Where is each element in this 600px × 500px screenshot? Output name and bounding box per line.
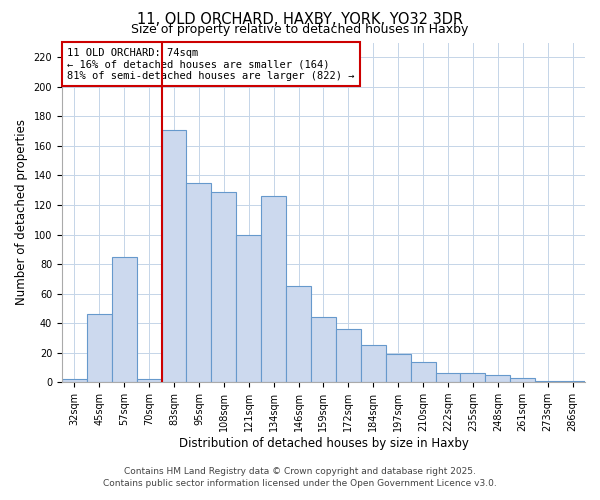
- Bar: [87, 314, 112, 382]
- Bar: [410, 362, 436, 382]
- Bar: [261, 196, 286, 382]
- Bar: [211, 192, 236, 382]
- Text: Contains HM Land Registry data © Crown copyright and database right 2025.: Contains HM Land Registry data © Crown c…: [124, 467, 476, 476]
- Y-axis label: Number of detached properties: Number of detached properties: [15, 120, 28, 306]
- Bar: [62, 380, 87, 382]
- Bar: [336, 329, 361, 382]
- Bar: [187, 183, 211, 382]
- Text: 11 OLD ORCHARD: 74sqm
← 16% of detached houses are smaller (164)
81% of semi-det: 11 OLD ORCHARD: 74sqm ← 16% of detached …: [67, 48, 355, 81]
- Bar: [510, 378, 535, 382]
- Text: 11, OLD ORCHARD, HAXBY, YORK, YO32 3DR: 11, OLD ORCHARD, HAXBY, YORK, YO32 3DR: [137, 12, 463, 28]
- Text: Contains public sector information licensed under the Open Government Licence v3: Contains public sector information licen…: [103, 478, 497, 488]
- Bar: [161, 130, 187, 382]
- X-axis label: Distribution of detached houses by size in Haxby: Distribution of detached houses by size …: [179, 437, 469, 450]
- Bar: [386, 354, 410, 382]
- Bar: [361, 346, 386, 382]
- Text: Size of property relative to detached houses in Haxby: Size of property relative to detached ho…: [131, 22, 469, 36]
- Bar: [485, 375, 510, 382]
- Bar: [436, 374, 460, 382]
- Bar: [311, 317, 336, 382]
- Bar: [137, 380, 161, 382]
- Bar: [535, 380, 560, 382]
- Bar: [112, 256, 137, 382]
- Bar: [460, 374, 485, 382]
- Bar: [286, 286, 311, 382]
- Bar: [560, 380, 585, 382]
- Bar: [236, 234, 261, 382]
